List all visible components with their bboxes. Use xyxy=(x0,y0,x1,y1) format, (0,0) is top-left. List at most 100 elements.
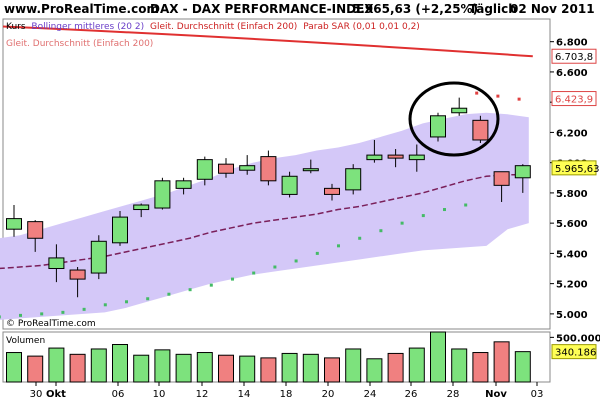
last-price-badge-box xyxy=(551,160,597,176)
volume-bar xyxy=(451,348,468,383)
sar-dot xyxy=(82,307,86,311)
volume-bar xyxy=(281,352,298,383)
candle xyxy=(324,183,340,201)
date-tick-label: 26 xyxy=(405,389,418,400)
sar-dot xyxy=(475,91,479,95)
candle xyxy=(48,244,65,283)
date-tick-label: 18 xyxy=(280,389,293,400)
date-tick-label: Okt xyxy=(46,389,66,400)
period-label: Täglich xyxy=(469,2,517,16)
sar-dot xyxy=(146,297,150,301)
volume-bar xyxy=(302,353,319,383)
candle xyxy=(366,139,383,163)
sar-dot xyxy=(167,292,171,296)
legend-bollinger: Bollinger mittleres (20 2) xyxy=(31,22,144,32)
volume-last-badge-box xyxy=(551,344,597,360)
ma200-badge-box xyxy=(551,48,597,64)
legend-sar: Parab SAR (0,01 0,01 0,2) xyxy=(303,22,420,32)
volume-label: Volumen xyxy=(6,336,45,346)
date-tick-label: 03 xyxy=(531,389,544,400)
instrument-title: DAX - DAX PERFORMANCE-INDEX xyxy=(150,2,374,16)
candle xyxy=(90,235,107,280)
site-title[interactable]: www.ProRealTime.com xyxy=(4,2,159,16)
date-axis: 30 Okt 06 10 12 14 18 20 24 26 28 Nov 03 xyxy=(30,382,544,400)
candle xyxy=(281,171,298,198)
volume-bar xyxy=(324,357,340,383)
price-tick-label: 5.400 xyxy=(556,249,588,260)
sar-dot xyxy=(337,244,340,248)
date-tick-label: 30 xyxy=(30,389,43,400)
sar-dot xyxy=(231,277,234,281)
candle xyxy=(6,205,22,237)
volume-bar xyxy=(239,355,256,383)
last-change: 5.965,63 (+2,25%) xyxy=(352,2,478,16)
price-tick-label: 6.600 xyxy=(556,68,588,79)
sar-dot xyxy=(125,300,128,304)
last-price-badge: 5.965,63 xyxy=(555,164,600,175)
ma200-badge: 6.703,8 xyxy=(555,52,593,63)
candle xyxy=(239,155,256,175)
candle xyxy=(345,164,362,195)
sar-dot xyxy=(19,313,22,317)
volume-bar xyxy=(69,353,86,383)
sar-dot xyxy=(0,315,1,319)
volume-bar xyxy=(27,355,44,383)
price-tick-label: 6.200 xyxy=(556,128,588,139)
volume-bar xyxy=(472,352,489,383)
volume-bar xyxy=(133,354,150,383)
sar-dot xyxy=(103,303,107,307)
date-tick-label: 06 xyxy=(112,389,125,400)
bollinger-band-area xyxy=(0,112,529,320)
sar-dot xyxy=(443,208,446,212)
candle xyxy=(175,177,192,195)
candle xyxy=(514,164,531,193)
candle xyxy=(196,156,213,186)
candle xyxy=(27,220,44,252)
sar-dot xyxy=(379,229,383,233)
candle xyxy=(69,267,86,298)
candle xyxy=(112,211,128,246)
volume-bar xyxy=(430,331,446,383)
annotation-ellipse xyxy=(408,81,500,157)
bollinger-band xyxy=(0,112,529,320)
candle xyxy=(451,97,468,116)
sar-badge: 6.423,9 xyxy=(555,95,593,106)
sar-dot xyxy=(61,310,65,314)
price-axis: 6.8006.6006.4006.2006.0005.8005.6005.400… xyxy=(550,38,600,321)
header-date: 02 Nov 2011 xyxy=(510,2,595,16)
sar-dot xyxy=(517,97,521,101)
date-tick-label: 24 xyxy=(364,389,377,400)
volume-bar xyxy=(6,352,22,383)
legend-ma200: Gleit. Durchschnitt (Einfach 200) xyxy=(150,22,297,32)
candle xyxy=(218,158,234,178)
sar-dot xyxy=(358,236,362,240)
price-tick-label: 5.000 xyxy=(556,310,588,321)
date-tick-label: 28 xyxy=(447,389,460,400)
copyright: © ProRealTime.com xyxy=(6,319,96,329)
volume-bar xyxy=(112,344,128,383)
volume-bar xyxy=(387,352,404,383)
volume-axis: 500.000 340.186 xyxy=(550,333,600,360)
sar-dot xyxy=(421,214,425,218)
volume-bar xyxy=(154,349,171,383)
sar-badge-box xyxy=(551,91,597,107)
candle xyxy=(493,171,510,202)
price-tick-label: 5.600 xyxy=(556,219,588,230)
candle xyxy=(302,159,319,174)
sar-dot xyxy=(209,283,213,287)
candle xyxy=(154,177,171,210)
parabolic-sar xyxy=(0,91,521,319)
volume-bar xyxy=(260,357,277,383)
candle xyxy=(472,115,489,143)
sar-dot xyxy=(496,94,500,98)
candle xyxy=(133,203,150,218)
sar-dot xyxy=(400,221,404,225)
sar-dot xyxy=(273,265,277,269)
price-tick-label: 6.800 xyxy=(556,38,588,49)
ma200-line xyxy=(2,25,533,58)
legend-ma200-sub: Gleit. Durchschnitt (Einfach 200) xyxy=(6,39,153,49)
volume-last-badge: 340.186 xyxy=(555,348,596,359)
volume-bar xyxy=(90,348,107,383)
date-tick-label: 20 xyxy=(322,389,335,400)
